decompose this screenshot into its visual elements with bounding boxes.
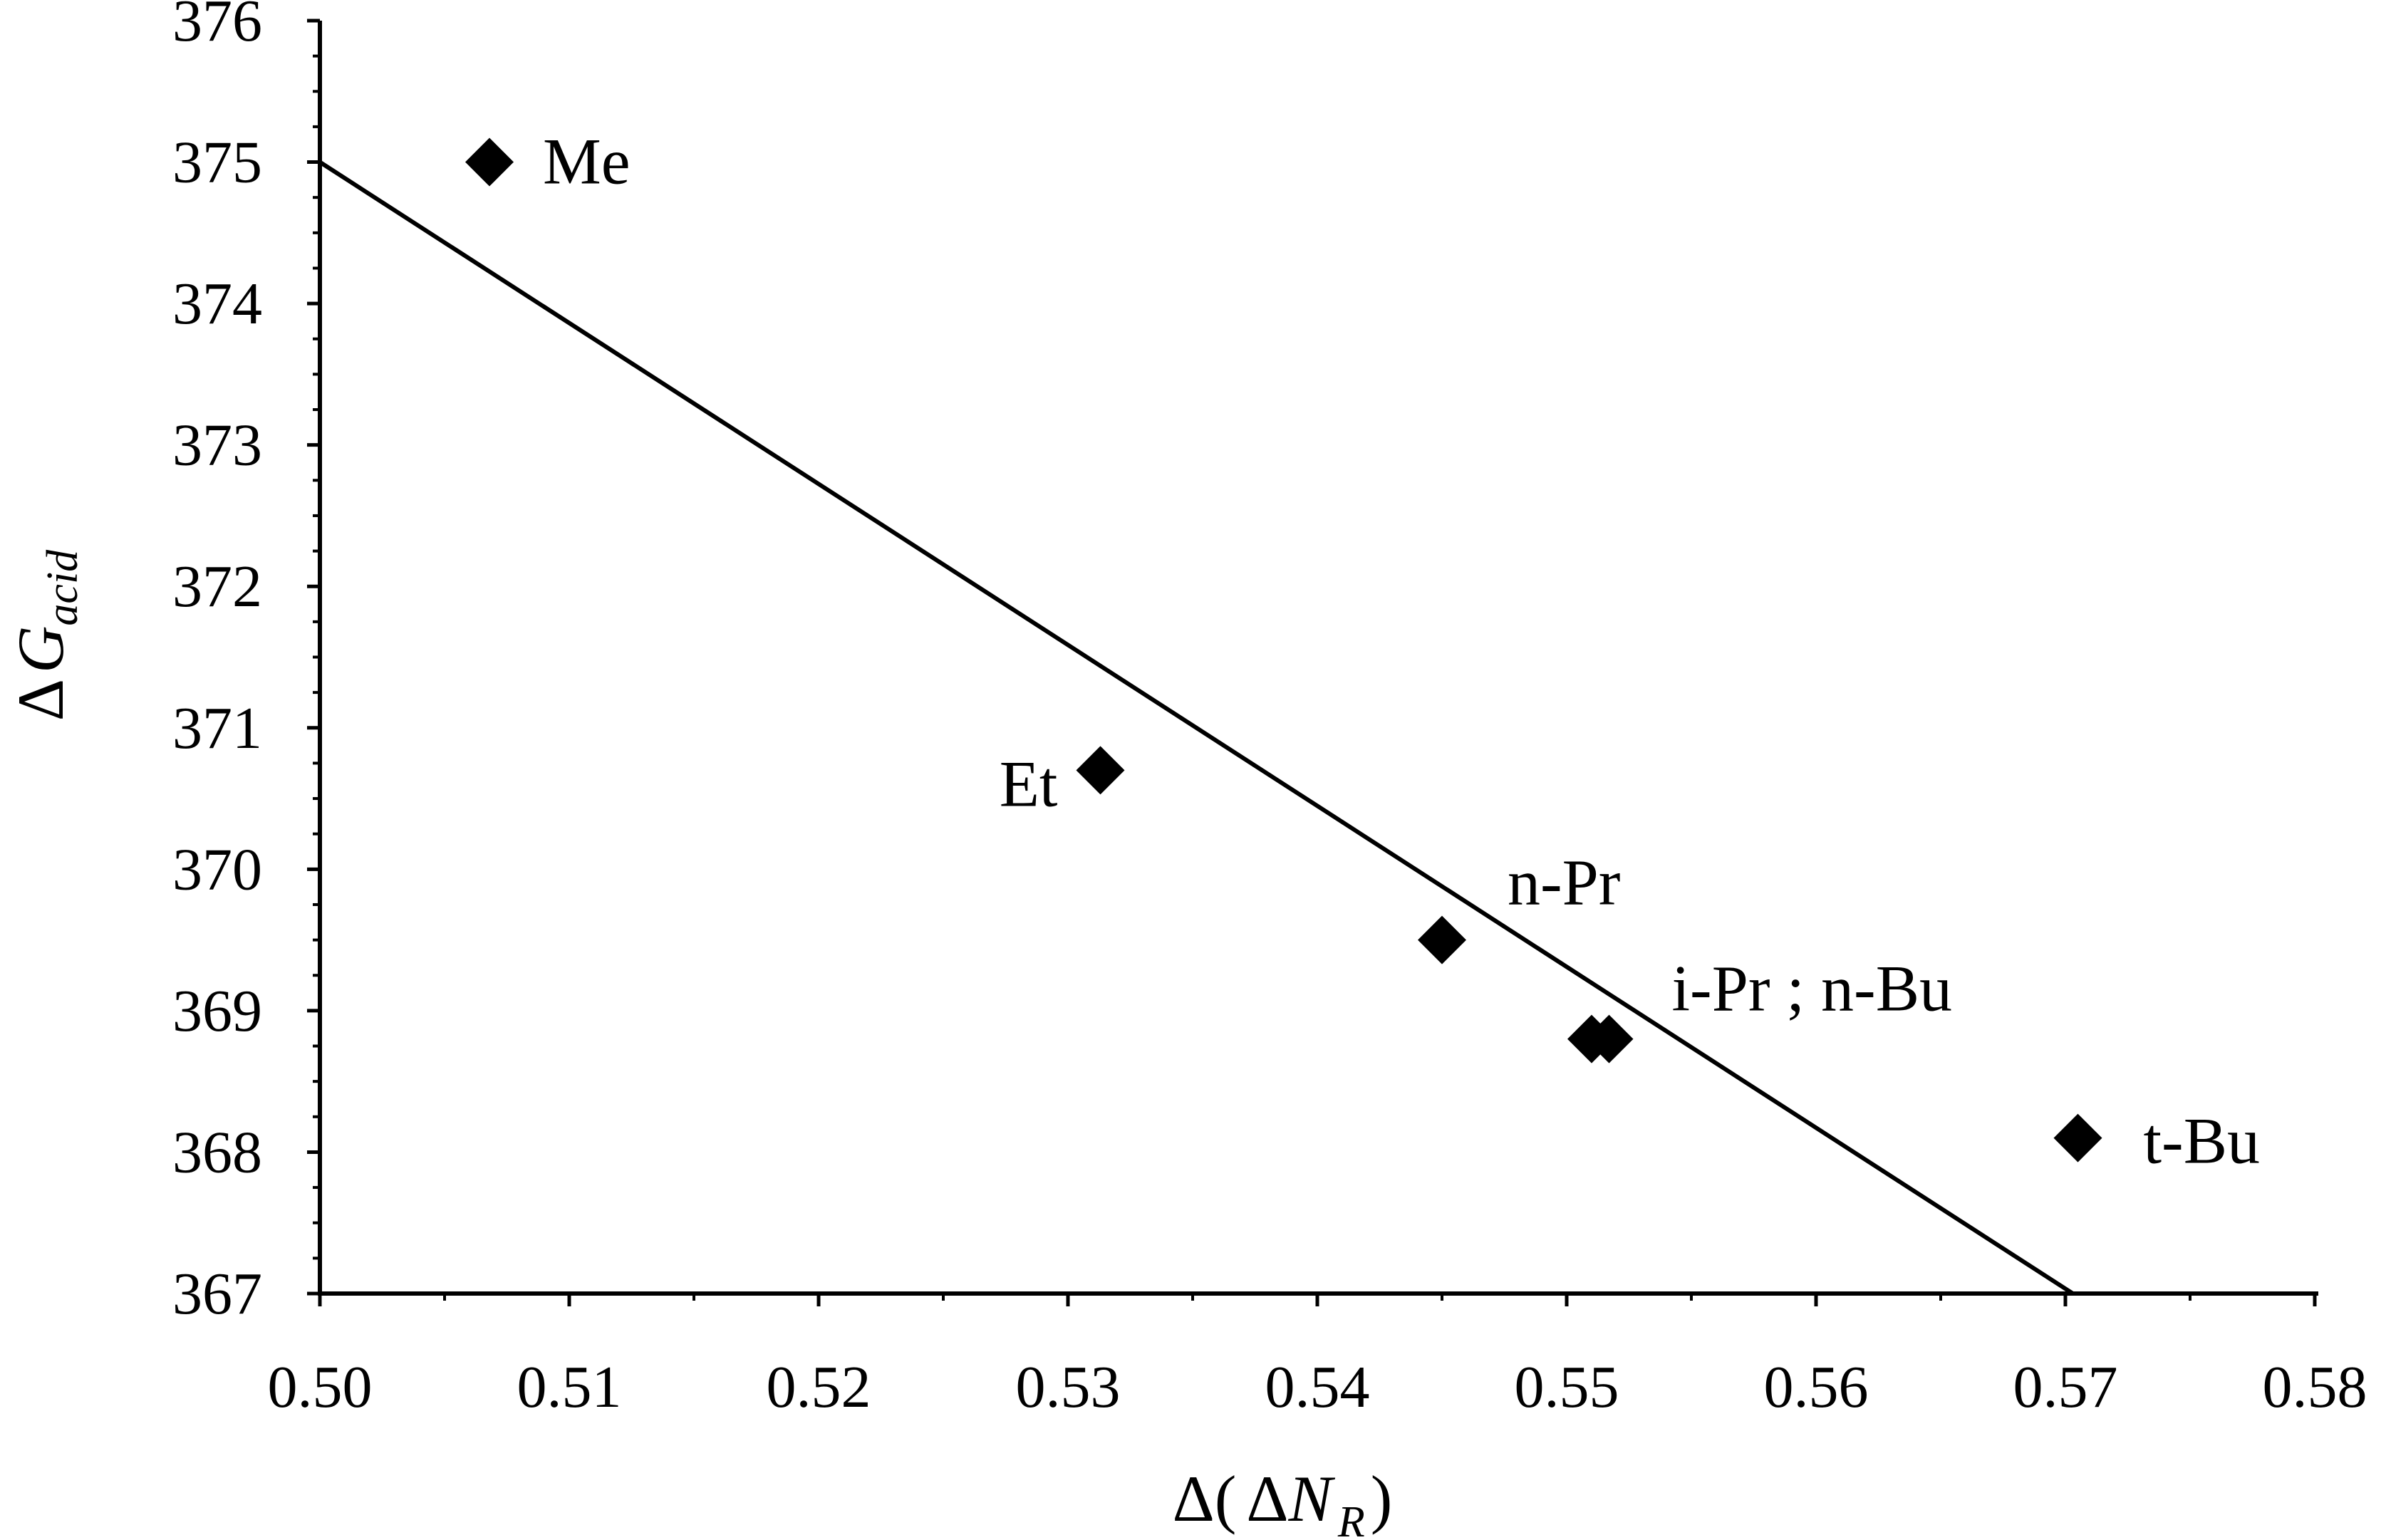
data-point-marker [465, 137, 514, 187]
y-tick-label: 371 [172, 695, 262, 761]
x-ticks: 0.50 0.51 0.52 0.53 0.54 0.55 0.56 0.57 0.58 [268, 1294, 2367, 1420]
y-tick-label: 367 [172, 1261, 262, 1327]
data-point-marker [1076, 746, 1125, 795]
y-tick-label: 376 [172, 0, 262, 54]
axes [318, 21, 2318, 1296]
data-point-label: t-Bu [2144, 1105, 2261, 1177]
data-point-label: i-Pr ; n-Bu [1672, 952, 1953, 1025]
data-point-label: n-Pr [1508, 846, 1620, 919]
x-tick-label: 0.58 [2263, 1354, 2367, 1420]
trendline [318, 160, 2075, 1296]
data-point-label: Me [543, 125, 631, 198]
data-point-marker [1584, 1014, 1634, 1063]
y-ticks: 367 368 369 370 371 372 373 374 375 376 [172, 0, 320, 1327]
x-tick-label: 0.51 [517, 1354, 622, 1420]
y-tick-label: 369 [172, 978, 262, 1044]
x-tick-label: 0.54 [1265, 1354, 1370, 1420]
y-tick-label: 368 [172, 1119, 262, 1185]
x-tick-label: 0.50 [268, 1354, 373, 1420]
y-tick-label: 373 [172, 412, 262, 479]
data-point-label: Et [1000, 747, 1058, 820]
y-axis-title: ΔGacid [4, 549, 87, 721]
data-point-marker [1418, 915, 1466, 964]
x-tick-label: 0.53 [1016, 1354, 1121, 1420]
trendline-group [318, 160, 2075, 1296]
data-points: Me Et n-Pr i-Pr ; n-Bu t-Bu [465, 125, 2260, 1177]
y-tick-label: 372 [172, 553, 262, 620]
x-tick-label: 0.55 [1515, 1354, 1619, 1420]
y-tick-label: 370 [172, 836, 262, 902]
y-tick-label: 375 [172, 130, 262, 196]
x-tick-label: 0.56 [1764, 1354, 1869, 1420]
x-tick-label: 0.57 [2013, 1354, 2118, 1420]
data-point-marker [2053, 1113, 2102, 1162]
x-axis-title: Δ(ΔN R) [1173, 1462, 1393, 1540]
y-tick-label: 374 [172, 271, 262, 337]
x-tick-label: 0.52 [767, 1354, 871, 1420]
